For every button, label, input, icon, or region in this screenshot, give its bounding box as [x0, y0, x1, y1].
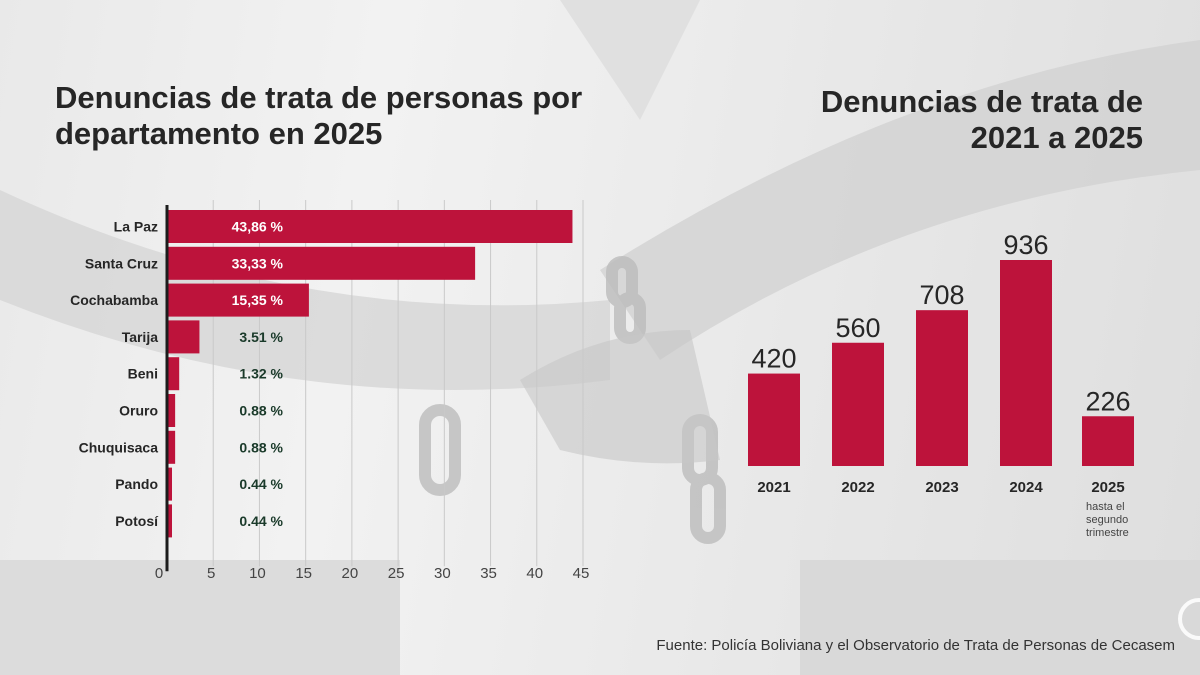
category-label: Chuquisaca	[79, 439, 159, 455]
data-label: 560	[835, 313, 880, 343]
data-label: 1.32 %	[239, 366, 283, 382]
bar	[167, 320, 200, 354]
x-tick-label: 20	[342, 565, 359, 582]
category-label: Beni	[128, 366, 158, 382]
category-label: Santa Cruz	[85, 255, 158, 271]
category-note: trimestre	[1086, 527, 1129, 539]
bar	[1082, 416, 1134, 466]
right-title-line1: Denuncias de trata de	[820, 84, 1143, 119]
data-label: 43,86 %	[232, 219, 284, 235]
category-label: 2024	[1009, 479, 1043, 496]
data-label: 33,33 %	[232, 255, 284, 271]
category-label: Oruro	[119, 403, 158, 419]
category-label: 2025	[1091, 479, 1124, 496]
bar	[167, 246, 476, 280]
bar	[748, 373, 800, 466]
right-chart-title: Denuncias de trata de 2021 a 2025	[723, 84, 1143, 156]
x-tick-label: 15	[295, 565, 312, 582]
bar	[167, 210, 573, 243]
bar	[167, 283, 309, 317]
data-label: 3.51 %	[239, 329, 283, 345]
data-label: 15,35 %	[232, 292, 284, 308]
data-label: 420	[751, 344, 796, 374]
category-label: 2023	[925, 479, 958, 496]
bar	[832, 342, 884, 466]
bar	[167, 357, 180, 391]
bar	[167, 430, 176, 464]
watermark-ring-icon	[1178, 598, 1200, 640]
data-label: 226	[1085, 386, 1130, 416]
category-label: Potosí	[115, 513, 159, 529]
x-tick-label: 35	[480, 565, 497, 582]
category-label: La Paz	[114, 219, 158, 235]
data-label: 936	[1003, 230, 1048, 260]
yearly-bar-chart: 420 2021 560 2022 708 2023 936 2024 226 2025 hasta…	[748, 230, 1134, 539]
left-chart-title: Denuncias de trata de personas por depar…	[55, 80, 583, 151]
x-tick-label: 5	[207, 565, 215, 582]
x-tick-label: 40	[526, 565, 543, 582]
category-note: segundo	[1086, 514, 1128, 526]
category-label: Pando	[115, 476, 158, 492]
bar	[167, 467, 172, 501]
x-tick-label: 10	[249, 565, 266, 582]
data-label: 0.88 %	[239, 403, 283, 419]
bar	[916, 310, 968, 466]
category-label: Tarija	[122, 329, 159, 345]
x-tick-label: 30	[434, 565, 451, 582]
category-label: 2021	[757, 479, 790, 496]
bar	[167, 394, 176, 427]
bar	[167, 504, 172, 538]
data-label: 0.44 %	[239, 476, 283, 492]
x-tick-label: 25	[388, 565, 405, 582]
x-tick-label: 45	[573, 565, 590, 582]
data-label: 0.44 %	[239, 513, 283, 529]
category-label: Cochabamba	[70, 292, 158, 308]
data-label: 708	[919, 280, 964, 310]
data-label: 0.88 %	[239, 439, 283, 455]
source-note: Fuente: Policía Boliviana y el Observato…	[656, 637, 1175, 654]
department-bar-chart: 0 5 10 15 20 25 30 35 40 45 La Paz 43,86 % Santa Cru…	[70, 200, 590, 582]
right-title-line2: 2021 a 2025	[970, 120, 1143, 155]
bar	[1000, 260, 1052, 466]
x-tick-label: 0	[155, 565, 163, 582]
category-note: hasta el	[1086, 501, 1125, 513]
category-label: 2022	[841, 479, 874, 496]
